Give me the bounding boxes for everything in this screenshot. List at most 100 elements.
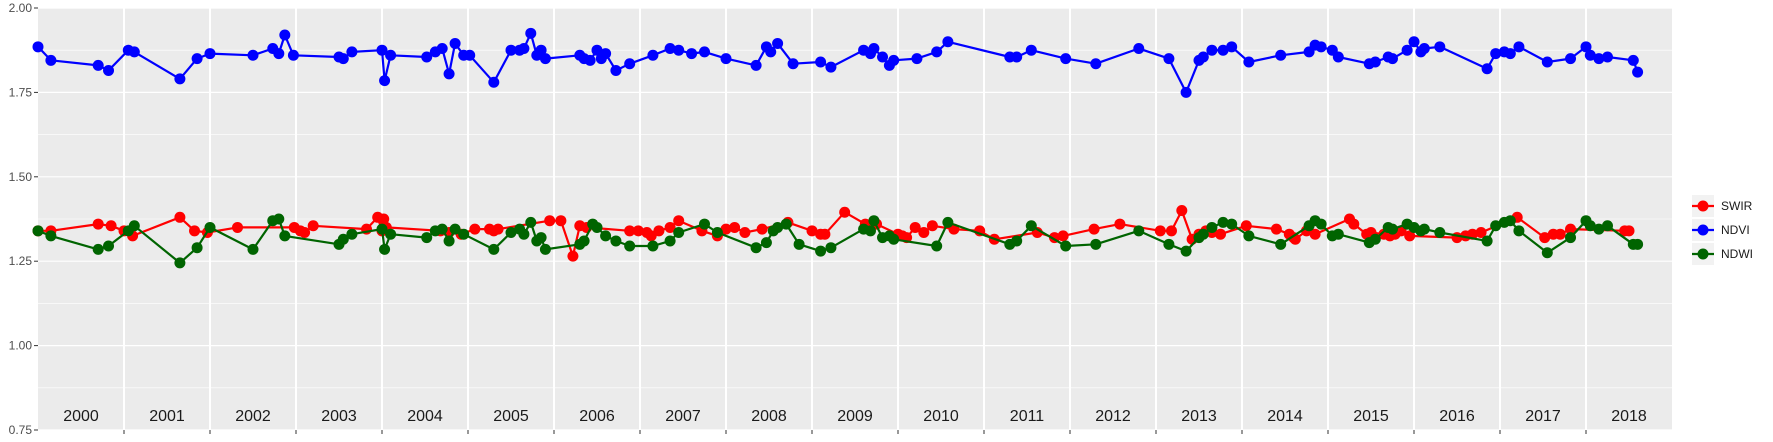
data-point: [1584, 49, 1596, 61]
data-point: [279, 29, 291, 41]
legend-item-swir: SWIR: [1692, 195, 1753, 217]
data-point: [673, 215, 685, 227]
data-point: [765, 46, 777, 58]
data-point: [1176, 205, 1188, 217]
year-labels: 2000 2001 2002 2003 2004 2005 2006 2007 2008 2009…: [63, 408, 1647, 425]
data-point: [1206, 221, 1218, 233]
legend-item-ndwi: NDWI: [1692, 243, 1753, 265]
data-point: [469, 223, 481, 235]
data-point: [346, 46, 358, 58]
data-point: [1434, 227, 1446, 239]
data-point: [488, 76, 500, 88]
data-point: [664, 235, 676, 247]
data-point: [772, 221, 784, 233]
year-label: 2001: [149, 408, 185, 425]
data-point: [624, 240, 636, 252]
data-point: [1197, 228, 1209, 240]
data-point: [839, 206, 851, 218]
year-label: 2012: [1095, 408, 1131, 425]
data-point: [378, 213, 390, 225]
data-point: [868, 215, 880, 227]
data-point: [1504, 215, 1516, 227]
data-point: [815, 245, 827, 257]
data-point: [128, 46, 140, 58]
data-point: [1580, 41, 1592, 53]
data-point: [1090, 238, 1102, 250]
data-point: [888, 233, 900, 245]
data-point: [1541, 56, 1553, 68]
data-point: [610, 64, 622, 76]
data-point: [825, 61, 837, 73]
data-point: [1197, 51, 1209, 63]
data-point: [931, 46, 943, 58]
data-point: [911, 53, 923, 65]
data-point: [421, 51, 433, 63]
data-point: [1165, 225, 1177, 237]
data-point: [32, 225, 44, 237]
data-point: [45, 230, 57, 242]
data-point: [647, 240, 659, 252]
year-label: 2018: [1611, 408, 1647, 425]
legend-key-marker: [1697, 248, 1709, 260]
data-point: [518, 228, 530, 240]
data-point: [1539, 232, 1551, 244]
data-point: [1275, 238, 1287, 250]
legend: SWIR NDVI NDWI: [1692, 195, 1753, 265]
data-point: [942, 36, 954, 48]
data-point: [1565, 223, 1577, 235]
data-point: [544, 215, 556, 227]
data-point: [699, 46, 710, 58]
data-point: [1404, 230, 1416, 242]
data-point: [720, 223, 732, 235]
data-point: [232, 221, 244, 233]
data-point: [443, 235, 455, 247]
data-point: [379, 243, 391, 255]
data-point: [103, 64, 115, 76]
data-point: [247, 49, 259, 61]
data-point: [600, 48, 612, 60]
data-point: [819, 228, 831, 240]
y-tick-label: 2.00: [9, 1, 33, 15]
data-point: [673, 227, 685, 239]
series-ndwi: [32, 213, 1644, 269]
data-point: [1490, 48, 1502, 60]
data-point: [787, 58, 799, 70]
data-point: [1025, 44, 1037, 56]
data-point: [45, 54, 57, 66]
data-point: [1088, 223, 1100, 235]
data-point: [864, 225, 876, 237]
data-point: [92, 243, 104, 255]
data-point: [664, 43, 676, 55]
data-point: [1226, 41, 1238, 53]
data-point: [279, 230, 291, 242]
data-point: [421, 232, 433, 244]
year-label: 2005: [493, 408, 529, 425]
data-point: [525, 27, 537, 39]
data-point: [1475, 227, 1487, 239]
data-point: [909, 221, 921, 233]
data-point: [174, 73, 186, 85]
data-point: [1541, 247, 1553, 259]
data-point: [1369, 233, 1381, 245]
x-axis: [123, 430, 1587, 434]
data-point: [1226, 218, 1238, 230]
data-point: [449, 223, 461, 235]
data-point: [815, 56, 827, 68]
data-point: [1387, 223, 1398, 235]
data-point: [379, 75, 391, 87]
data-point: [645, 230, 657, 242]
data-point: [204, 221, 216, 233]
legend-key-marker: [1697, 224, 1709, 236]
data-point: [1154, 225, 1166, 237]
data-point: [1180, 86, 1192, 98]
data-point: [1133, 225, 1145, 237]
data-point: [32, 41, 44, 53]
data-point: [1315, 218, 1327, 230]
data-point: [555, 215, 567, 227]
data-point: [1332, 51, 1344, 63]
data-point: [1215, 228, 1226, 240]
data-point: [1632, 66, 1644, 78]
data-point: [273, 48, 285, 60]
series-ndvi: [32, 27, 1644, 98]
